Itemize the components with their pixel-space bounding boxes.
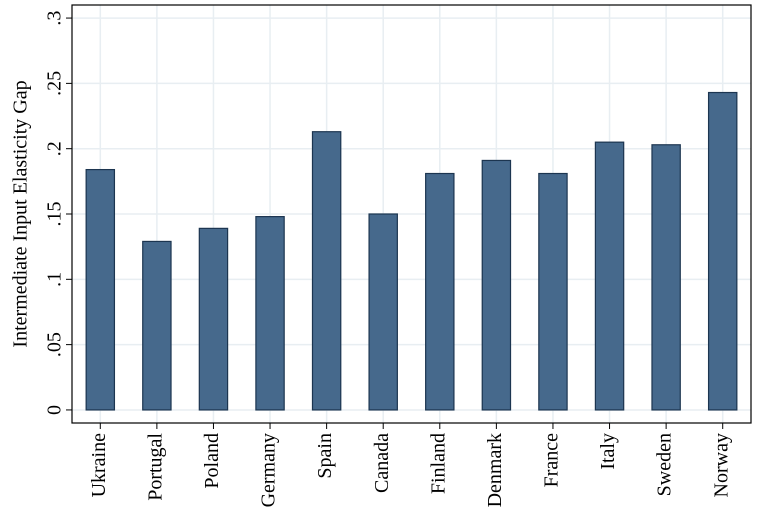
x-tick-label: France bbox=[541, 433, 563, 488]
x-tick-label: Canada bbox=[371, 433, 393, 493]
bar bbox=[651, 144, 681, 411]
bar bbox=[594, 141, 625, 411]
y-axis-title: Intermediate Input Elasticity Gap bbox=[10, 80, 32, 347]
bar bbox=[538, 172, 568, 411]
x-tick-label: Ukraine bbox=[88, 433, 110, 498]
x-tick-label: Poland bbox=[201, 433, 223, 489]
y-tick-label: .15 bbox=[44, 202, 66, 227]
bar bbox=[255, 216, 285, 411]
x-tick-label: Spain bbox=[314, 433, 336, 479]
y-tick-label: 0 bbox=[44, 405, 66, 415]
x-tick-label: Denmark bbox=[484, 433, 506, 507]
x-tick-label: Italy bbox=[597, 433, 619, 470]
bar bbox=[368, 213, 398, 411]
y-tick-label: .05 bbox=[44, 332, 66, 357]
bar bbox=[142, 240, 172, 411]
x-tick-label: Germany bbox=[258, 433, 280, 507]
x-tick-label: Portugal bbox=[144, 433, 166, 501]
bar bbox=[311, 131, 342, 411]
x-tick-label: Sweden bbox=[654, 433, 676, 496]
x-tick-label: Finland bbox=[427, 433, 449, 494]
x-tick-label: Norway bbox=[710, 433, 732, 497]
bar bbox=[425, 172, 455, 411]
plot-frame bbox=[71, 4, 752, 424]
y-tick-label: .1 bbox=[44, 272, 66, 287]
bar bbox=[481, 159, 512, 411]
bar bbox=[707, 91, 738, 411]
bar bbox=[85, 168, 116, 411]
y-tick-label: .25 bbox=[44, 71, 66, 96]
y-tick-label: .2 bbox=[44, 141, 66, 156]
bar bbox=[198, 227, 229, 411]
y-tick-label: .3 bbox=[44, 11, 66, 26]
